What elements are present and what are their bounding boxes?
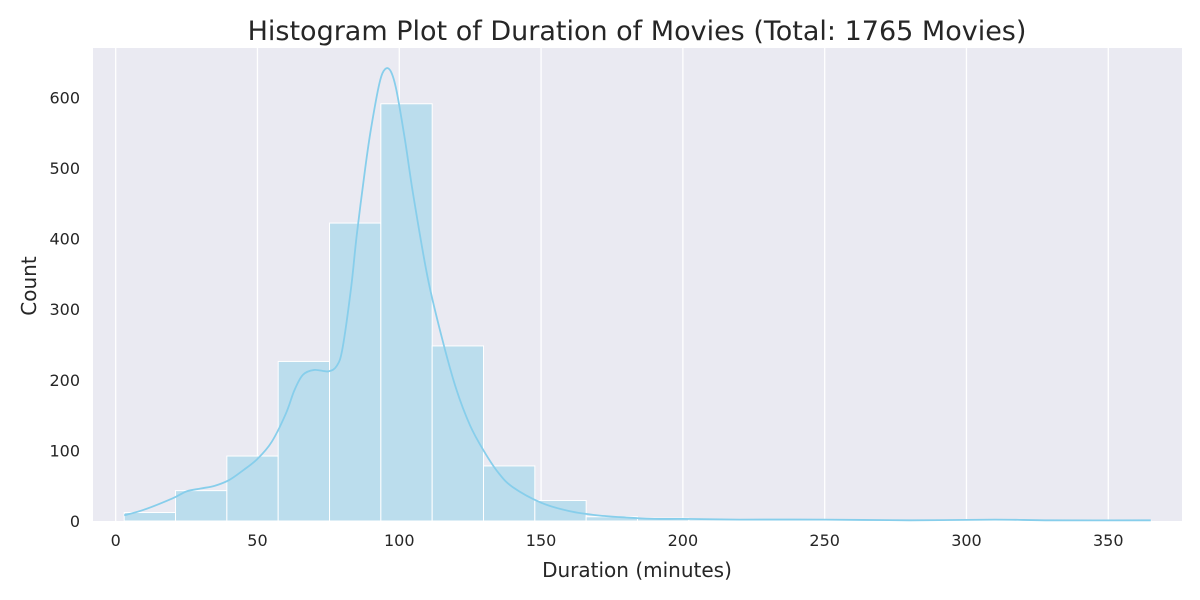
histogram-bar-3 — [277, 360, 331, 522]
histogram-bar-7 — [483, 465, 536, 522]
histogram-bar-5 — [380, 103, 433, 522]
histogram-bars — [123, 103, 1152, 522]
y-tick-label-3: 300 — [49, 300, 80, 319]
x-tick-label-3: 150 — [526, 531, 557, 550]
chart-title: Histogram Plot of Duration of Movies (To… — [248, 16, 1027, 47]
y-tick-label-5: 500 — [49, 159, 80, 178]
x-tick-label-1: 50 — [247, 531, 267, 550]
histogram-bar-1 — [175, 490, 228, 522]
kde-curve — [123, 67, 1151, 522]
x-tick-label-0: 0 — [111, 531, 121, 550]
histogram-bar-2 — [226, 455, 279, 522]
x-axis-label: Duration (minutes) — [542, 558, 732, 582]
y-tick-label-4: 400 — [49, 230, 80, 249]
y-tick-label-1: 100 — [49, 441, 80, 460]
histogram-bar-6 — [431, 345, 485, 522]
x-tick-label-5: 250 — [809, 531, 840, 550]
x-tick-label-6: 300 — [951, 531, 982, 550]
y-tick-label-6: 600 — [49, 88, 80, 107]
y-tick-label-2: 200 — [49, 371, 80, 390]
plot-area — [93, 48, 1182, 521]
x-tick-label-2: 100 — [384, 531, 415, 550]
x-tick-label-7: 350 — [1093, 531, 1124, 550]
y-tick-label-0: 0 — [70, 512, 80, 531]
y-axis-label: Count — [17, 256, 41, 316]
axis-ticks: 0 50 100 150 200 250 300 350 0 100 200 300 400 500 600 — [49, 88, 1123, 550]
x-tick-label-4: 200 — [668, 531, 699, 550]
histogram-bar-4 — [329, 222, 382, 522]
